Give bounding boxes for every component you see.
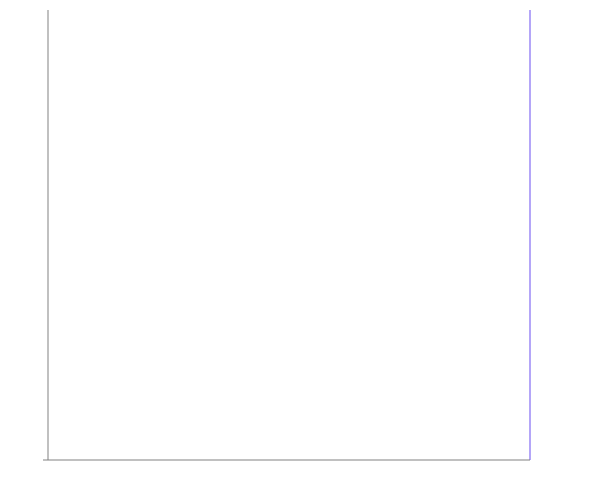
chart-bg (0, 0, 600, 500)
chart-container (0, 0, 600, 500)
chart-svg (0, 0, 600, 500)
